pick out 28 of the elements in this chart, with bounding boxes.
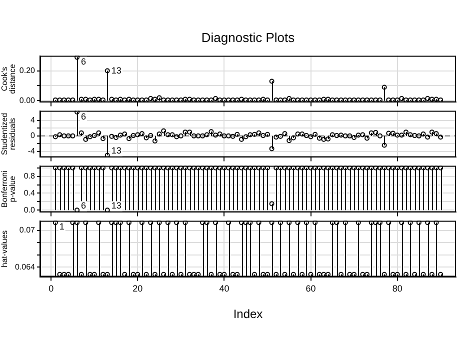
annotation: 1 bbox=[59, 221, 64, 232]
x-axis-title: Index bbox=[233, 307, 263, 322]
annotation: 6 bbox=[81, 200, 86, 211]
y-tick-label: 0.20 bbox=[19, 66, 36, 75]
y-tick-label: -4 bbox=[28, 146, 36, 156]
annotation: 6 bbox=[81, 111, 86, 122]
y-axis-title: hat-values bbox=[0, 230, 10, 268]
y-tick-label: 0.064 bbox=[14, 262, 36, 272]
y-axis-title: Studentized residuals bbox=[0, 112, 18, 156]
y-tick-label: 4 bbox=[30, 116, 36, 125]
x-tick-label: 20 bbox=[132, 284, 143, 294]
y-tick-label: 0.4 bbox=[24, 188, 36, 198]
y-tick-label: 0.0 bbox=[24, 205, 36, 214]
y-tick-label: 0.00 bbox=[19, 96, 36, 105]
annotation: 6 bbox=[81, 56, 86, 66]
y-tick-label: 0 bbox=[30, 131, 36, 140]
x-tick-label: 40 bbox=[219, 284, 230, 294]
y-axis-title: Cook's distance bbox=[0, 64, 18, 94]
y-tick-label: 0.07 bbox=[19, 226, 36, 235]
annotation: 13 bbox=[111, 146, 122, 156]
y-tick-label: 0.8 bbox=[24, 172, 36, 181]
chart-title: Diagnostic Plots bbox=[200, 30, 296, 45]
x-tick-label: 80 bbox=[392, 284, 402, 294]
annotation: 13 bbox=[111, 65, 122, 76]
y-axis-title: Bonferroni p-value bbox=[0, 170, 18, 208]
x-tick-label: 0 bbox=[48, 284, 54, 294]
annotation: 13 bbox=[111, 200, 122, 211]
x-tick-label: 60 bbox=[306, 284, 316, 294]
